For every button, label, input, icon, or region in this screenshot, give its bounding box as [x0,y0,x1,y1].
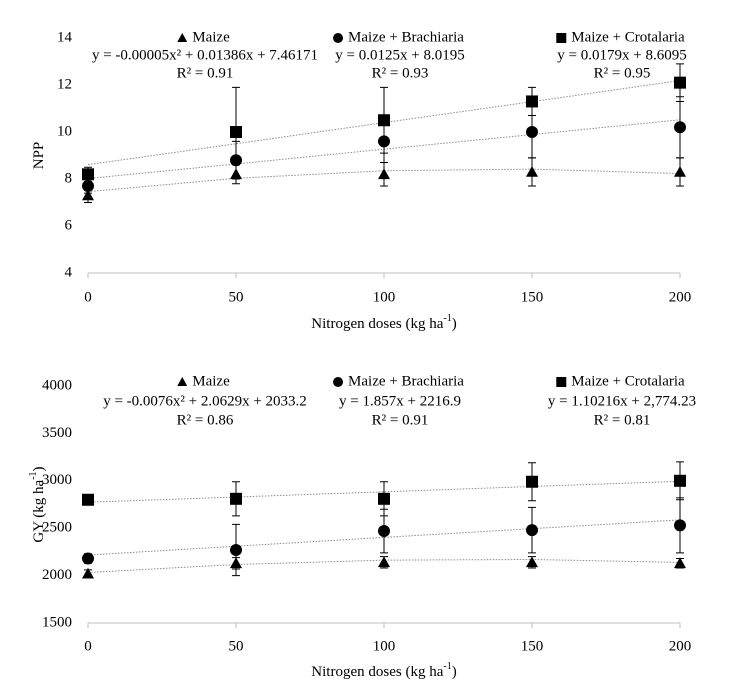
x-tick-label: 200 [669,289,692,305]
legend-r2: R² = 0.91 [372,412,429,428]
y-tick-label: 4000 [42,377,72,393]
legend-equation: y = -0.00005x² + 0.01386x + 7.46171 [92,47,318,63]
marker-square [82,168,94,181]
y-tick-label: 1500 [42,614,72,630]
marker-circle [378,525,390,538]
marker-square [674,76,686,89]
legend-marker [333,377,344,387]
y-axis-label: NPP [31,142,47,170]
legend-label: Maize [192,373,230,389]
x-label-main: Nitrogen doses (kg ha [311,316,443,332]
legend-label: Maize + Crotalaria [571,29,685,45]
x-tick-label: 50 [229,289,244,305]
legend-equation: y = 0.0125x + 8.0195 [335,47,464,63]
x-tick-label: 100 [373,289,396,305]
marker-square [526,95,538,108]
y-tick-label: 2000 [42,567,72,583]
x-tick-label: 100 [373,638,396,654]
x-tick-label: 200 [669,638,692,654]
marker-circle [674,519,686,532]
marker-square [230,126,242,138]
legend-marker [177,377,188,386]
marker-triangle [674,165,686,177]
legend-equation: y = 1.10216x + 2,774.23 [548,393,696,409]
marker-triangle [82,567,94,579]
legend-equation: y = 1.857x + 2216.9 [339,393,461,409]
legend-r2: R² = 0.95 [594,65,651,81]
y-tick-label: 3000 [42,472,72,488]
chart: 1500 2000 2500 3000 3500 4000 0 50 100 150 200 Nitr… [28,373,696,680]
legend-equation: y = 0.0179x + 8.6095 [557,47,686,63]
x-axis-label: Nitrogen doses (kg ha-1) [311,661,456,680]
y-tick-label: 14 [57,29,73,45]
trend-line [87,80,681,166]
legend-marker [556,377,567,387]
marker-triangle [378,556,390,568]
marker-circle [82,552,94,565]
legend-r2: R² = 0.91 [177,65,234,81]
marker-triangle [526,165,538,177]
x-tick-label: 150 [521,289,544,305]
legend-equation: y = -0.0076x² + 2.0629x + 2033.2 [103,393,307,409]
marker-square [526,475,538,488]
x-label-sup: -1 [443,313,451,324]
marker-triangle [526,556,538,568]
legend-r2: R² = 0.86 [177,412,234,428]
marker-triangle [674,557,686,569]
chart: 4 6 8 10 12 14 0 50 100 150 200 Nitrogen doses (kg … [31,29,691,332]
y-tick-label: 2500 [42,520,72,536]
y-label-main: GY (kg ha [31,479,47,542]
marker-triangle [378,168,390,180]
y-label-end: ) [31,466,47,471]
y-label-sup: -1 [28,471,39,479]
y-tick-label: 4 [65,264,73,280]
marker-triangle [82,189,94,201]
x-tick-label: 50 [229,638,244,654]
legend-label: Maize + Brachiaria [348,29,464,45]
x-tick-label: 150 [521,638,544,654]
x-tick-label: 0 [84,638,92,654]
y-tick-label: 10 [57,123,72,139]
legend-label: Maize + Brachiaria [348,373,464,389]
x-label-main: Nitrogen doses (kg ha [311,664,443,680]
marker-square [674,474,686,487]
legend-label: Maize + Crotalaria [571,373,685,389]
legend-r2: R² = 0.93 [372,65,429,81]
marker-square [230,492,242,505]
marker-circle [526,126,538,138]
marker-circle [526,524,538,537]
x-label-sup: -1 [443,661,451,672]
x-tick-label: 0 [84,289,92,305]
legend-marker [333,33,344,43]
legend-label: Maize [192,29,230,45]
marker-square [378,114,390,127]
trend-line [87,168,681,193]
y-tick-label: 3500 [42,425,72,441]
y-label-main: NPP [31,142,47,170]
x-axis-label: Nitrogen doses (kg ha-1) [311,313,456,332]
y-tick-label: 6 [65,217,73,233]
marker-circle [82,180,94,193]
marker-square [378,492,390,505]
marker-circle [230,544,242,557]
legend-marker [177,33,188,42]
y-axis-label: GY (kg ha-1) [28,466,47,542]
legend-r2: R² = 0.81 [594,412,651,428]
y-tick-label: 12 [57,76,72,92]
marker-circle [674,121,686,134]
legend-marker [556,33,567,43]
marker-square [82,493,94,506]
y-tick-label: 8 [65,170,73,186]
x-label-end: ) [452,664,457,680]
x-label-end: ) [452,316,457,332]
